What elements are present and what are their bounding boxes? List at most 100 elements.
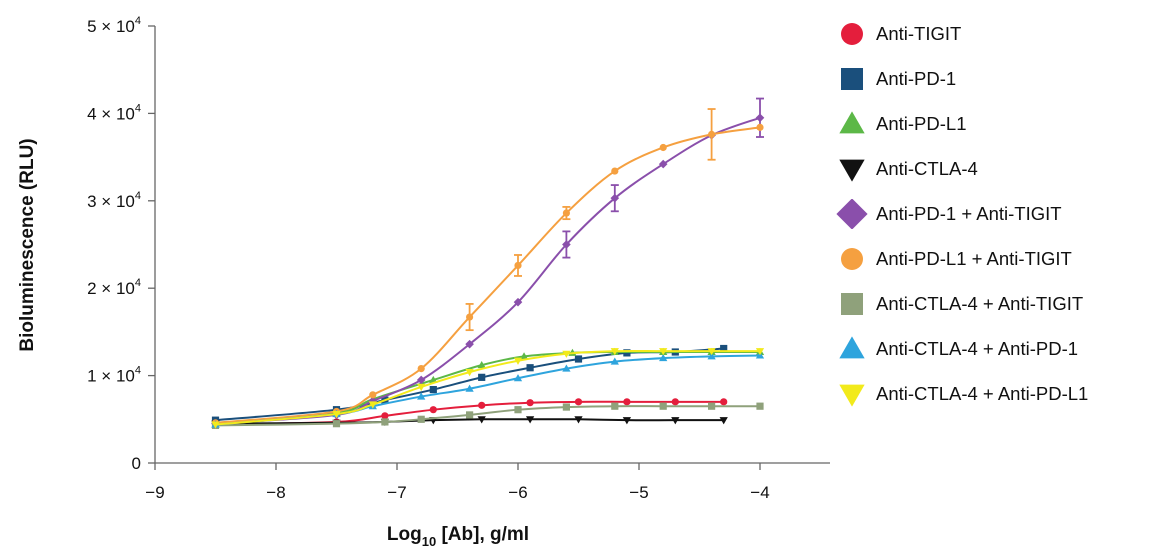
data-point: [708, 402, 716, 410]
data-point: [622, 417, 632, 425]
x-tick-label: −8: [266, 483, 285, 502]
legend-marker: [832, 244, 872, 274]
legend-label: Anti-CTLA-4 + Anti-PD-L1: [876, 382, 1089, 404]
legend-marker: [832, 64, 872, 94]
data-point: [562, 350, 571, 358]
data-point: [755, 113, 765, 123]
legend-marker-shape: [841, 292, 863, 315]
series-line: [215, 400, 724, 426]
data-point: [466, 411, 474, 419]
data-point: [416, 375, 426, 385]
data-point: [755, 348, 765, 356]
x-axis-title-subscript: 10: [422, 534, 436, 549]
legend-marker-shape: [836, 199, 868, 229]
data-point: [513, 357, 523, 365]
data-point: [708, 130, 716, 138]
legend-marker: [832, 109, 872, 139]
x-axis-title-main: Log: [387, 524, 422, 545]
data-point: [478, 373, 486, 381]
data-point: [514, 261, 522, 270]
data-point: [526, 364, 534, 372]
legend-label: Anti-PD-1: [876, 68, 957, 90]
data-point: [526, 399, 534, 407]
legend-marker-shape: [839, 336, 865, 359]
data-point: [465, 369, 474, 377]
legend-marker-shape: [839, 384, 865, 407]
data-point: [381, 412, 389, 420]
x-tick-label: −9: [145, 483, 164, 502]
legend-label: Anti-PD-1 + Anti-TIGIT: [876, 203, 1062, 224]
data-point: [707, 352, 716, 360]
y-tick-label: 2 × 104: [87, 277, 141, 298]
legend-marker-shape: [841, 68, 863, 91]
legend-item: Anti-PD-1 + Anti-TIGIT: [832, 192, 1157, 237]
data-point: [478, 401, 486, 409]
legend-symbol: [836, 199, 868, 229]
y-tick-mantissa: 1 × 10: [87, 367, 135, 386]
legend-marker-shape: [839, 111, 865, 134]
series-6: [211, 108, 764, 427]
data-point: [369, 391, 377, 399]
legend-item: Anti-CTLA-4 + Anti-TIGIT: [832, 281, 1157, 326]
data-point: [513, 374, 523, 382]
legend-marker: [832, 154, 872, 184]
data-point: [756, 402, 764, 410]
legend-label: Anti-CTLA-4 + Anti-PD-1: [876, 337, 1079, 359]
data-point: [623, 398, 631, 406]
data-point: [562, 209, 571, 217]
data-point: [429, 406, 437, 414]
y-axis-title: Bioluminescence (RLU): [17, 138, 38, 351]
legend-item: Anti-CTLA-4: [832, 147, 1157, 192]
legend-label: Anti-TIGIT: [876, 23, 962, 45]
series-9: [211, 348, 765, 429]
series-5: [211, 97, 765, 428]
legend-label: Anti-PD-L1 + Anti-TIGIT: [876, 247, 1072, 269]
legend-marker-shape: [841, 247, 863, 270]
data-point: [671, 417, 680, 425]
series-7: [211, 402, 764, 430]
data-point: [332, 410, 341, 419]
data-point: [466, 313, 474, 321]
data-point: [477, 360, 486, 369]
y-tick-exponent: 4: [135, 365, 141, 377]
data-point: [562, 240, 571, 249]
y-tick-label: 3 × 104: [87, 190, 141, 211]
x-tick-label: −7: [387, 483, 406, 502]
data-point: [756, 123, 764, 131]
data-point: [465, 384, 474, 392]
data-point: [368, 401, 377, 409]
legend-item: Anti-PD-L1 + Anti-TIGIT: [832, 236, 1157, 281]
data-point: [611, 167, 619, 175]
legend-item: Anti-CTLA-4 + Anti-PD-L1: [832, 371, 1157, 416]
y-tick-mantissa: 4 × 10: [87, 104, 135, 123]
data-point: [659, 353, 668, 362]
legend-marker: [832, 379, 872, 409]
x-tick-label: −4: [750, 483, 769, 502]
data-point: [610, 348, 619, 356]
data-point: [707, 348, 716, 356]
legend-label: Anti-PD-L1: [876, 113, 967, 135]
legend-marker-shape: [841, 23, 863, 46]
legend-symbol: [839, 336, 865, 359]
data-point: [332, 420, 341, 428]
x-tick-label: −6: [508, 483, 527, 502]
data-point: [574, 398, 583, 406]
legend-symbol: [841, 68, 863, 91]
data-point: [525, 416, 535, 424]
series-line: [215, 405, 760, 427]
legend-item: Anti-PD-1: [832, 57, 1157, 102]
axes: [148, 25, 830, 470]
data-point: [417, 392, 426, 400]
y-tick-label: 5 × 104: [87, 15, 141, 36]
legend-symbol: [841, 292, 863, 315]
data-point: [562, 364, 571, 372]
legend-marker: [832, 199, 872, 229]
legend-marker: [832, 289, 872, 319]
x-axis-title: Log10 [Ab], g/ml: [387, 524, 529, 549]
legend-label: Anti-CTLA-4: [876, 158, 978, 180]
y-tick-mantissa: 5 × 10: [87, 17, 135, 36]
y-tick-exponent: 4: [135, 277, 141, 289]
legend-marker: [832, 19, 872, 49]
